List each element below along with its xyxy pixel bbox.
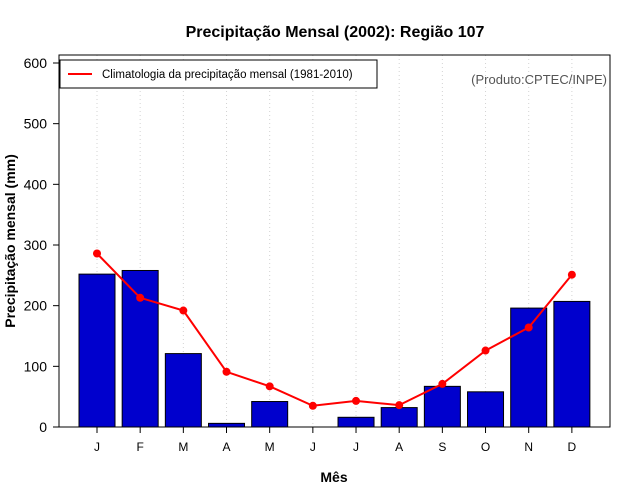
y-tick-label: 600	[24, 55, 48, 71]
climatology-point-3	[179, 306, 188, 315]
y-tick-label: 300	[24, 237, 48, 253]
climatology-point-2	[136, 293, 145, 302]
x-tick-label: A	[395, 440, 403, 454]
y-axis: 0 100 200 300 400 500 600	[24, 55, 59, 435]
climatology-line	[96, 252, 573, 407]
climatology-point-10	[481, 346, 490, 355]
x-tick-label: J	[94, 440, 100, 454]
y-tick-label: 400	[24, 176, 48, 192]
x-tick-label: J	[310, 440, 316, 454]
y-tick-label: 0	[39, 419, 47, 435]
climatology-line-series	[93, 249, 576, 410]
chart-title: Precipitação Mensal (2002): Região 107	[186, 24, 485, 41]
x-tick-label: M	[178, 440, 188, 454]
x-tick-label: M	[265, 440, 275, 454]
x-tick-label: N	[524, 440, 533, 454]
bar-1	[78, 273, 116, 428]
x-tick-label: D	[568, 440, 577, 454]
bar-5	[251, 401, 289, 428]
legend-label-climatology: Climatologia da precipitação mensal (198…	[102, 69, 353, 81]
legend: Climatologia da precipitação mensal (198…	[59, 59, 378, 89]
y-tick-label: 100	[24, 358, 48, 374]
climatology-point-4	[222, 367, 231, 376]
x-tick-label: S	[438, 440, 446, 454]
source-annotation: (Produto:CPTEC/INPE)	[471, 72, 607, 87]
bar-12	[553, 300, 591, 428]
x-axis-label: Mês	[320, 469, 347, 485]
y-axis-label: Precipitação mensal (mm)	[2, 154, 18, 328]
plot-frame	[58, 54, 611, 428]
climatology-point-12	[567, 270, 576, 279]
bar-8	[380, 407, 418, 428]
x-tick-label: O	[481, 440, 490, 454]
bar-7	[337, 416, 375, 428]
x-tick-label: A	[223, 440, 231, 454]
climatology-point-11	[524, 323, 533, 332]
x-tick-label: J	[353, 440, 359, 454]
bar-3	[164, 353, 202, 428]
bar-4	[208, 422, 246, 428]
bar-9	[423, 385, 461, 428]
legend-box	[59, 59, 378, 89]
climatology-point-7	[352, 396, 361, 405]
bar-10	[467, 391, 505, 428]
climatology-point-8	[395, 401, 404, 410]
y-tick-label: 200	[24, 298, 48, 314]
climatology-point-5	[265, 382, 274, 391]
climatology-point-1	[93, 249, 101, 258]
x-tick-label: F	[136, 440, 143, 454]
climatology-point-6	[308, 401, 317, 410]
y-tick-label: 500	[24, 116, 48, 132]
climatology-point-9	[438, 379, 447, 388]
